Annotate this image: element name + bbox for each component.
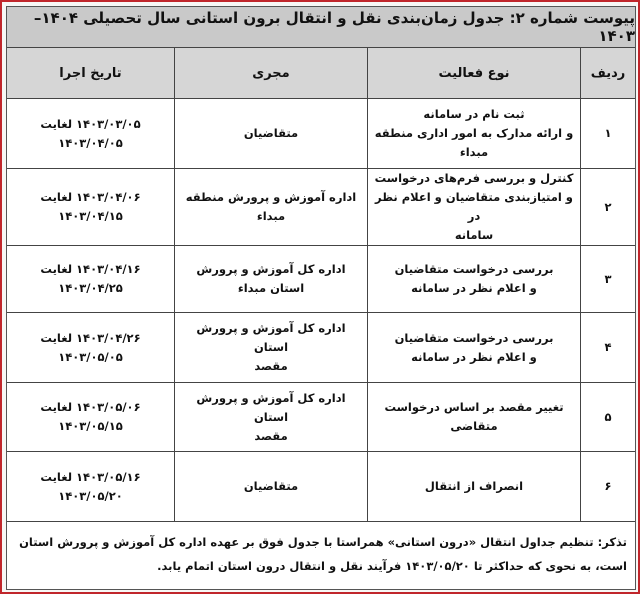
table-row: ۱ ثبت نام در سامانه و ارائه مدارک به امور … xyxy=(7,98,635,169)
table-row: ۵ تغییر مقصد بر اساس درخواست متقاضی اداره … xyxy=(7,382,635,452)
cell-activity-line: و اعلام نظر در سامانه xyxy=(411,281,537,295)
cell-row-number: ۱ xyxy=(580,98,635,169)
header-executor: مجری xyxy=(174,48,368,99)
cell-row-number: ۲ xyxy=(580,168,635,246)
cell-row-number: ۳ xyxy=(580,245,635,313)
cell-row-number: ۶ xyxy=(580,451,635,522)
cell-activity: بررسی درخواست متقاضیان و اعلام نظر در سام… xyxy=(367,312,581,383)
cell-activity: ثبت نام در سامانه و ارائه مدارک به امور ا… xyxy=(367,98,581,169)
cell-activity: انصراف از انتقال xyxy=(367,451,581,522)
cell-executor-line: اداره آموزش و پرورش منطقه مبداء xyxy=(185,190,357,223)
cell-activity-line: بررسی درخواست متقاضیان xyxy=(394,262,554,276)
cell-date: ۱۴۰۳/۰۵/۱۶ لغایت ۱۴۰۳/۰۵/۲۰ xyxy=(7,451,175,522)
cell-date: ۱۴۰۳/۰۴/۰۶ لغایت ۱۴۰۳/۰۴/۱۵ xyxy=(7,168,175,246)
cell-executor-line: متقاضیان xyxy=(243,479,299,493)
cell-date: ۱۴۰۳/۰۵/۰۶ لغایت ۱۴۰۳/۰۵/۱۵ xyxy=(7,382,175,452)
document-title: پیوست شماره ۲: جدول زمان‌بندی نقل و انتق… xyxy=(7,7,635,48)
cell-activity-line: و امتیازبندی متقاضیان و اعلام نظر در xyxy=(375,190,573,223)
cell-executor: متقاضیان xyxy=(174,98,368,169)
note-text: تذکر: تنظیم جداول انتقال «درون استانی» ه… xyxy=(19,535,627,573)
cell-activity-line: انصراف از انتقال xyxy=(424,479,524,493)
cell-row-number: ۵ xyxy=(580,382,635,452)
schedule-table: ردیف نوع فعالیت مجری تاریخ اجرا ۱ ثبت نام… xyxy=(7,48,635,522)
table-row: ۲ کنترل و بررسی فرم‌های درخواست و امتیازبن… xyxy=(7,168,635,246)
header-activity: نوع فعالیت xyxy=(367,48,581,99)
schedule-document: پیوست شماره ۲: جدول زمان‌بندی نقل و انتق… xyxy=(6,6,636,590)
header-date: تاریخ اجرا xyxy=(7,48,175,99)
cell-executor-line: مقصد xyxy=(254,428,288,443)
cell-executor: اداره کل آموزش و پرورش استان مقصد xyxy=(174,382,368,452)
table-header-row: ردیف نوع فعالیت مجری تاریخ اجرا xyxy=(7,48,635,99)
cell-activity-line: بررسی درخواست متقاضیان xyxy=(394,330,554,345)
cell-executor-line: اداره کل آموزش و پرورش استان xyxy=(196,390,346,424)
cell-activity-line: ثبت نام در سامانه xyxy=(423,107,525,121)
cell-date: ۱۴۰۳/۰۴/۲۶ لغایت ۱۴۰۳/۰۵/۰۵ xyxy=(7,312,175,383)
cell-activity-line: و اعلام نظر در سامانه xyxy=(411,349,537,364)
cell-activity-line: کنترل و بررسی فرم‌های درخواست xyxy=(374,171,574,185)
cell-executor-line: اداره کل آموزش و پرورش استان xyxy=(196,321,346,354)
cell-row-number: ۴ xyxy=(580,312,635,383)
table-row: ۶ انصراف از انتقال متقاضیان ۱۴۰۳/۰۵/۱۶ لغای… xyxy=(7,451,635,522)
table-row: ۳ بررسی درخواست متقاضیان و اعلام نظر در سا… xyxy=(7,245,635,313)
cell-activity: بررسی درخواست متقاضیان و اعلام نظر در سام… xyxy=(367,245,581,313)
header-row-number: ردیف xyxy=(580,48,635,99)
cell-date: ۱۴۰۳/۰۴/۱۶ لغایت ۱۴۰۳/۰۴/۲۵ xyxy=(7,245,175,313)
cell-executor-line: اداره کل آموزش و پرورش استان مبداء xyxy=(196,262,346,295)
cell-date: ۱۴۰۳/۰۳/۰۵ لغایت ۱۴۰۳/۰۴/۰۵ xyxy=(7,98,175,169)
cell-executor: اداره کل آموزش و پرورش استان مقصد xyxy=(174,312,368,383)
cell-activity-line: سامانه xyxy=(454,228,494,242)
table-row: ۴ بررسی درخواست متقاضیان و اعلام نظر در سا… xyxy=(7,312,635,383)
cell-executor-line: متقاضیان xyxy=(243,126,299,140)
cell-executor: اداره آموزش و پرورش منطقه مبداء xyxy=(174,168,368,246)
cell-activity: تغییر مقصد بر اساس درخواست متقاضی xyxy=(367,382,581,452)
cell-activity-line: و ارائه مدارک به امور اداری منطقه مبداء xyxy=(374,126,574,159)
cell-executor-line: مقصد xyxy=(254,359,288,373)
cell-executor: اداره کل آموزش و پرورش استان مبداء xyxy=(174,245,368,313)
cell-activity-line: تغییر مقصد بر اساس درخواست متقاضی xyxy=(384,400,564,433)
cell-activity: کنترل و بررسی فرم‌های درخواست و امتیازبند… xyxy=(367,168,581,246)
cell-executor: متقاضیان xyxy=(174,451,368,522)
